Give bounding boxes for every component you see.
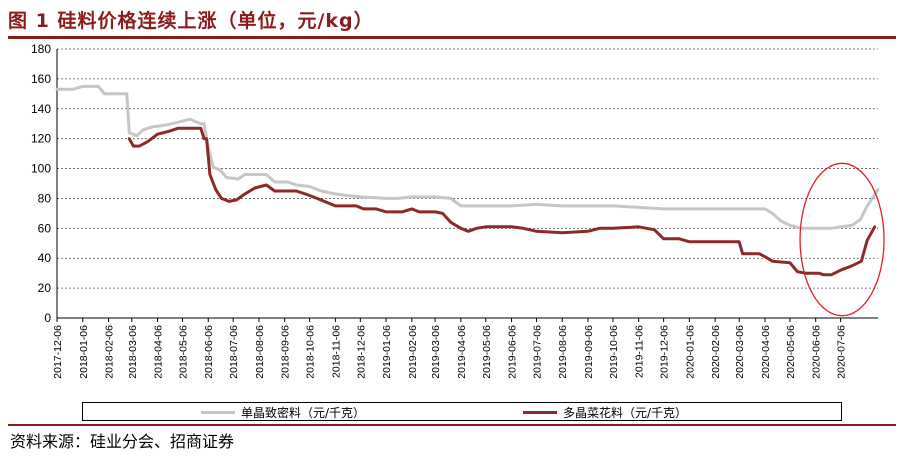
series-line-mono — [55, 84, 880, 230]
legend-label-mono: 单晶致密料（元/千克） — [241, 406, 366, 420]
x-tick-label-4: 2018-04-06 — [153, 325, 165, 379]
legend-swatch-mono — [201, 411, 235, 414]
legend-swatch-poly — [523, 411, 557, 414]
x-tick-label-11: 2018-11-06 — [330, 325, 342, 378]
source-note: 资料来源：硅业分会、招商证券 — [10, 432, 235, 451]
x-tick-label-28: 2020-04-06 — [760, 325, 772, 379]
figure-title: 图 1 硅料价格连续上涨（单位，元/kg） — [8, 10, 374, 32]
x-tick-label-13: 2019-01-06 — [381, 325, 393, 379]
x-tick-label-2: 2018-02-06 — [104, 325, 116, 379]
x-tick-label-14: 2019-02-06 — [407, 325, 419, 379]
x-tick-label-25: 2020-01-06 — [684, 325, 696, 379]
x-tick-label-30: 2020-06-06 — [811, 325, 823, 379]
x-tick-label-3: 2018-03-06 — [127, 325, 139, 379]
y-tick-label-100: 100 — [31, 162, 51, 176]
y-tick-label-120: 120 — [31, 132, 51, 146]
x-tick-label-9: 2018-09-06 — [280, 325, 292, 379]
highlight-ellipse — [799, 162, 885, 317]
x-tick-label-26: 2020-02-06 — [710, 325, 722, 379]
y-tick-label-0: 0 — [44, 311, 51, 325]
chart-legend: 单晶致密料（元/千克） 多晶菜花料（元/千克） — [82, 402, 842, 421]
x-tick-label-20: 2019-08-06 — [557, 325, 569, 379]
y-tick-label-180: 180 — [31, 42, 51, 56]
x-tick-label-18: 2019-06-06 — [507, 325, 519, 379]
legend-item-mono: 单晶致密料（元/千克） — [201, 403, 365, 422]
y-tick-label-60: 60 — [38, 221, 52, 235]
x-tick-label-31: 2020-07-06 — [836, 325, 848, 379]
source-rule — [8, 424, 896, 426]
x-tick-label-15: 2019-03-06 — [430, 325, 442, 379]
x-tick-label-5: 2018-05-06 — [177, 325, 189, 379]
x-tick-label-19: 2019-07-06 — [531, 325, 543, 379]
y-tick-label-160: 160 — [31, 72, 51, 86]
y-tick-label-80: 80 — [38, 191, 52, 205]
legend-label-poly: 多晶菜花料（元/千克） — [563, 406, 688, 420]
x-tick-label-12: 2018-12-06 — [355, 325, 367, 379]
title-rule — [8, 36, 896, 39]
x-tick-label-17: 2019-05-06 — [481, 325, 493, 379]
x-tick-label-1: 2018-01-06 — [78, 325, 90, 379]
x-tick-label-7: 2018-07-06 — [228, 325, 240, 379]
x-tick-label-22: 2019-10-06 — [608, 325, 620, 379]
x-tick-label-16: 2019-04-06 — [456, 325, 468, 379]
legend-item-poly: 多晶菜花料（元/千克） — [523, 403, 687, 422]
y-tick-label-140: 140 — [31, 102, 51, 116]
x-tick-label-27: 2020-03-06 — [734, 325, 746, 379]
y-tick-label-40: 40 — [38, 251, 52, 265]
x-tick-label-6: 2018-06-06 — [203, 325, 215, 379]
x-tick-label-8: 2018-08-06 — [254, 325, 266, 379]
x-tick-label-23: 2019-11-06 — [634, 325, 646, 378]
x-tick-label-24: 2019-12-06 — [659, 325, 671, 379]
x-tick-label-0: 2017-12-06 — [52, 325, 64, 379]
x-tick-label-29: 2020-05-06 — [785, 325, 797, 379]
y-tick-label-20: 20 — [38, 281, 52, 295]
x-tick-label-21: 2019-09-06 — [583, 325, 595, 379]
series-line-poly — [127, 126, 877, 277]
x-tick-label-10: 2018-10-06 — [305, 325, 317, 379]
